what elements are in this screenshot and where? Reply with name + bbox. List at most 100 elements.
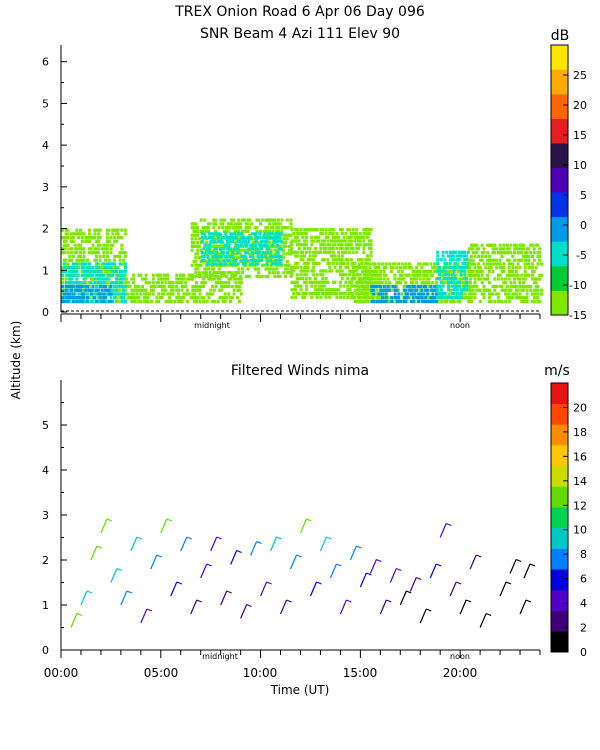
snr-cell bbox=[358, 258, 362, 262]
snr-cell bbox=[207, 236, 211, 240]
snr-cell bbox=[178, 281, 182, 285]
snr-cell bbox=[536, 292, 540, 296]
snr-cell bbox=[268, 244, 271, 248]
snr-cell bbox=[304, 265, 308, 269]
snr-cell bbox=[238, 232, 242, 236]
snr-cell bbox=[413, 273, 417, 277]
snr-cell bbox=[522, 281, 525, 285]
snr-cell bbox=[86, 269, 90, 274]
snr-cell bbox=[507, 266, 511, 270]
wind-barb-staff bbox=[359, 572, 367, 588]
snr-cell bbox=[447, 273, 450, 277]
snr-cell bbox=[443, 269, 447, 273]
snr-cell bbox=[505, 243, 509, 247]
snr-cell bbox=[500, 254, 504, 258]
snr-cell bbox=[339, 239, 342, 243]
snr-cell bbox=[254, 239, 258, 243]
snr-cell bbox=[96, 299, 100, 304]
snr-cell bbox=[139, 288, 143, 292]
snr-cell bbox=[299, 277, 303, 281]
snr-cell bbox=[82, 247, 86, 251]
snr-cell bbox=[64, 281, 68, 285]
snr-cell bbox=[402, 284, 406, 289]
snr-cell bbox=[532, 269, 536, 274]
snr-cell bbox=[233, 232, 236, 236]
snr-cell bbox=[175, 281, 179, 285]
snr-cell bbox=[95, 228, 99, 232]
snr-cell bbox=[269, 248, 273, 252]
snr-cell bbox=[248, 233, 252, 237]
snr-cell bbox=[373, 281, 377, 285]
snr-cell bbox=[391, 262, 395, 266]
snr-cell bbox=[377, 299, 381, 304]
snr-cell bbox=[480, 258, 484, 262]
snr-cell bbox=[366, 228, 369, 232]
snr-cell bbox=[98, 284, 102, 289]
snr-cell bbox=[261, 239, 265, 243]
snr-cell bbox=[344, 239, 348, 243]
snr-cell bbox=[214, 222, 218, 226]
snr-cell bbox=[504, 251, 508, 255]
snr-cell bbox=[351, 231, 355, 236]
snr-cell bbox=[87, 269, 91, 274]
snr-cell bbox=[68, 273, 72, 277]
snr-cell bbox=[120, 284, 124, 289]
snr-cell bbox=[91, 243, 95, 247]
snr-cell bbox=[469, 269, 473, 274]
snr-cell bbox=[349, 284, 353, 288]
snr-cell bbox=[321, 277, 325, 281]
snr-cell bbox=[484, 254, 488, 258]
snr-cell bbox=[116, 281, 120, 285]
snr-cell bbox=[364, 266, 368, 270]
snr-cell bbox=[310, 280, 314, 284]
snr-cell bbox=[468, 288, 472, 292]
snr-cell bbox=[532, 292, 536, 296]
snr-cell bbox=[297, 246, 301, 251]
snr-cell bbox=[202, 232, 206, 236]
snr-cell bbox=[522, 277, 525, 281]
snr-cell bbox=[114, 254, 118, 258]
snr-cell bbox=[422, 273, 426, 277]
snr-cell bbox=[95, 269, 99, 274]
snr-cell bbox=[236, 247, 240, 251]
snr-cell bbox=[189, 296, 193, 300]
snr-cell bbox=[304, 280, 308, 284]
snr-cell bbox=[480, 292, 484, 296]
snr-cell bbox=[445, 299, 449, 304]
snr-cell bbox=[289, 233, 293, 237]
snr-cell bbox=[468, 281, 472, 285]
snr-cell bbox=[523, 284, 527, 289]
wind-barb bbox=[389, 567, 402, 583]
snr-cell bbox=[393, 273, 397, 277]
snr-cell bbox=[193, 292, 197, 296]
wind-barb bbox=[130, 536, 143, 552]
snr-cell bbox=[468, 284, 472, 289]
snr-cell bbox=[189, 277, 193, 281]
wind-barb-flag bbox=[156, 554, 163, 558]
snr-cell bbox=[256, 236, 260, 240]
snr-cell bbox=[123, 288, 127, 292]
snr-cell bbox=[349, 235, 353, 239]
snr-cell bbox=[285, 271, 289, 275]
snr-cell bbox=[271, 267, 275, 271]
snr-cell bbox=[355, 292, 359, 296]
snr-cell bbox=[212, 271, 216, 275]
snr-cell bbox=[113, 281, 117, 285]
snr-cell bbox=[308, 258, 312, 262]
snr-cell bbox=[197, 244, 201, 248]
snr-cell bbox=[191, 277, 195, 281]
snr-cell bbox=[489, 262, 493, 266]
snr-cell bbox=[96, 277, 100, 281]
colorbar-swatch bbox=[551, 610, 568, 632]
wind-barb-staff bbox=[439, 523, 447, 538]
snr-cell bbox=[66, 266, 70, 270]
snr-cell bbox=[168, 292, 171, 296]
snr-cell bbox=[364, 299, 368, 304]
snr-cell bbox=[478, 266, 482, 270]
snr-cell bbox=[260, 247, 263, 251]
snr-cell bbox=[82, 266, 86, 270]
snr-cell bbox=[123, 284, 127, 289]
snr-cell bbox=[86, 239, 90, 243]
snr-cell bbox=[193, 284, 197, 289]
snr-cell bbox=[70, 292, 73, 296]
